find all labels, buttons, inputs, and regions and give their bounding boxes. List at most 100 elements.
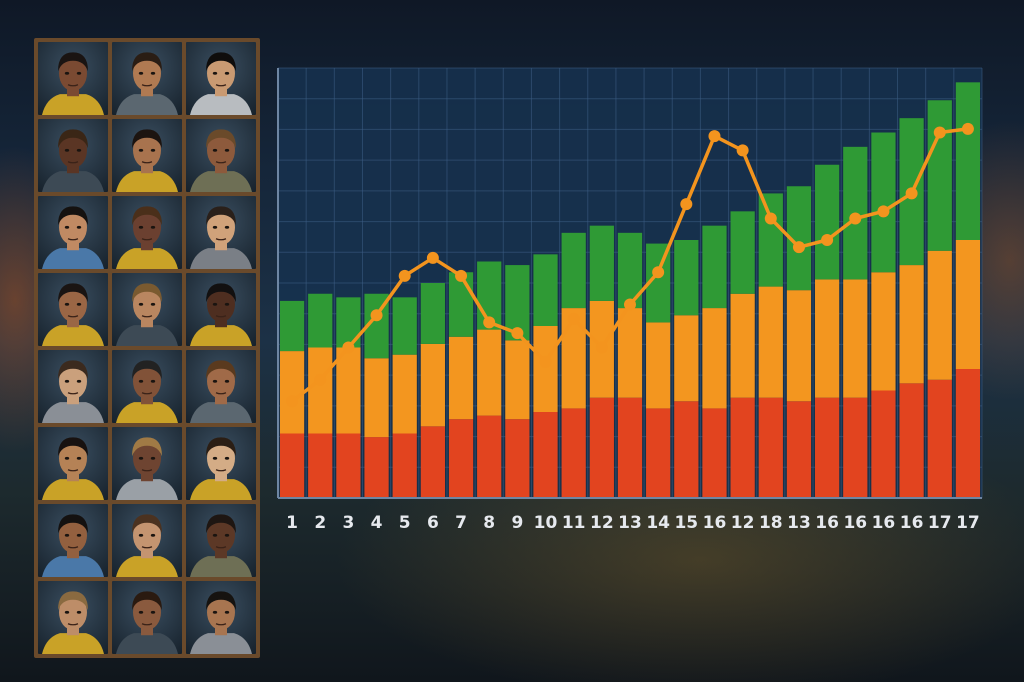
bar-segment-orange xyxy=(308,347,333,434)
character-portrait xyxy=(112,427,182,500)
bar-segment-orange xyxy=(843,279,868,398)
trend-point xyxy=(567,312,580,325)
character-portrait xyxy=(38,581,108,654)
trend-point xyxy=(370,309,383,322)
character-portrait xyxy=(112,581,182,654)
character-portrait xyxy=(112,350,182,423)
trend-point xyxy=(680,198,693,211)
x-tick-label: 18 xyxy=(759,513,783,533)
bar-segment-red xyxy=(646,408,671,498)
x-tick-label: 7 xyxy=(455,513,467,533)
x-tick-label: 10 xyxy=(534,513,558,533)
x-tick-label: 13 xyxy=(618,513,642,533)
character-portrait xyxy=(38,196,108,269)
bar-segment-orange xyxy=(617,308,643,398)
bar-segment-orange xyxy=(364,358,389,438)
bar-segment-green xyxy=(955,82,981,240)
bar-segment-green xyxy=(871,132,896,273)
bar-segment-green xyxy=(279,300,305,352)
bar-segment-green xyxy=(815,164,840,280)
bar-segment-red xyxy=(448,419,474,498)
bar-segment-orange xyxy=(786,290,812,402)
bar-segment-red xyxy=(364,437,389,498)
character-portrait xyxy=(186,42,256,115)
bar-segment-green xyxy=(674,240,699,316)
trend-point xyxy=(539,355,552,368)
x-tick-label: 17 xyxy=(928,513,952,533)
character-portrait-grid xyxy=(34,38,260,658)
bar-segment-orange xyxy=(477,329,502,416)
bar-segment-green xyxy=(758,193,783,287)
bar-segment-green xyxy=(533,254,558,326)
bar-segment-green xyxy=(392,297,417,355)
bar-segment-red xyxy=(561,408,586,498)
character-portrait xyxy=(38,42,108,115)
x-tick-label: 16 xyxy=(815,513,839,533)
character-portrait xyxy=(112,273,182,346)
bar-segment-orange xyxy=(871,272,896,391)
trend-point xyxy=(426,251,439,264)
character-portrait xyxy=(38,119,108,192)
character-portrait xyxy=(112,504,182,577)
bar-segment-orange xyxy=(420,343,445,427)
bar-segment-orange xyxy=(758,286,783,398)
x-tick-label: 6 xyxy=(427,513,439,533)
trend-point xyxy=(877,205,890,218)
trend-point xyxy=(314,373,327,386)
bar-segment-green xyxy=(589,225,614,301)
x-tick-label: 16 xyxy=(900,513,924,533)
bar-segment-red xyxy=(336,433,361,498)
trend-point xyxy=(455,269,468,282)
x-tick-labels: 1 2 3 4 5 6 7 8 9 10 11 12 13 14 15 16 12 18 13 16 16 16 16 17 1… xyxy=(286,513,980,533)
bar-segment-red xyxy=(702,408,727,498)
bar-segment-orange xyxy=(646,322,671,409)
x-tick-label: 5 xyxy=(399,513,411,533)
character-portrait xyxy=(38,504,108,577)
bar-segment-red xyxy=(279,433,305,498)
trend-point xyxy=(933,126,946,139)
character-portrait xyxy=(186,196,256,269)
character-portrait xyxy=(38,350,108,423)
trend-point xyxy=(342,341,355,354)
bar-segment-red xyxy=(899,383,924,498)
bar-segment-orange xyxy=(955,240,981,369)
x-tick-label: 3 xyxy=(342,513,354,533)
bar-segment-red xyxy=(589,397,614,498)
x-tick-label: 2 xyxy=(314,513,326,533)
x-tick-label: 1 xyxy=(286,513,298,533)
x-tick-label: 4 xyxy=(371,513,383,533)
bar-segment-red xyxy=(392,433,417,498)
x-tick-label: 16 xyxy=(872,513,896,533)
bar-segment-red xyxy=(927,379,952,498)
character-portrait xyxy=(186,427,256,500)
bar-segment-red xyxy=(843,397,868,498)
bar-segment-orange xyxy=(702,308,727,409)
character-portrait xyxy=(38,273,108,346)
bar-segment-green xyxy=(561,232,586,309)
x-tick-label: 15 xyxy=(674,513,698,533)
bar-segment-green xyxy=(927,100,952,251)
trend-point xyxy=(764,212,777,225)
bar-segment-orange xyxy=(533,326,558,412)
bar-segment-red xyxy=(617,397,643,498)
x-tick-label: 14 xyxy=(646,513,670,533)
bar-segment-red xyxy=(955,369,981,498)
bar-segment-orange xyxy=(336,347,361,434)
bar-segment-red xyxy=(758,397,783,498)
character-portrait xyxy=(186,273,256,346)
character-portrait xyxy=(186,350,256,423)
trend-point xyxy=(792,241,805,254)
character-portrait xyxy=(112,196,182,269)
x-tick-label: 16 xyxy=(703,513,727,533)
bar-segment-orange xyxy=(279,351,305,434)
trend-point xyxy=(483,316,496,329)
character-portrait xyxy=(186,581,256,654)
trend-point xyxy=(595,341,608,354)
x-tick-label: 11 xyxy=(562,513,586,533)
bar-segment-green xyxy=(420,283,445,344)
bar-segment-green xyxy=(702,225,727,309)
trend-point xyxy=(736,144,749,157)
x-tick-label: 8 xyxy=(483,513,495,533)
bar-segment-red xyxy=(786,401,812,498)
